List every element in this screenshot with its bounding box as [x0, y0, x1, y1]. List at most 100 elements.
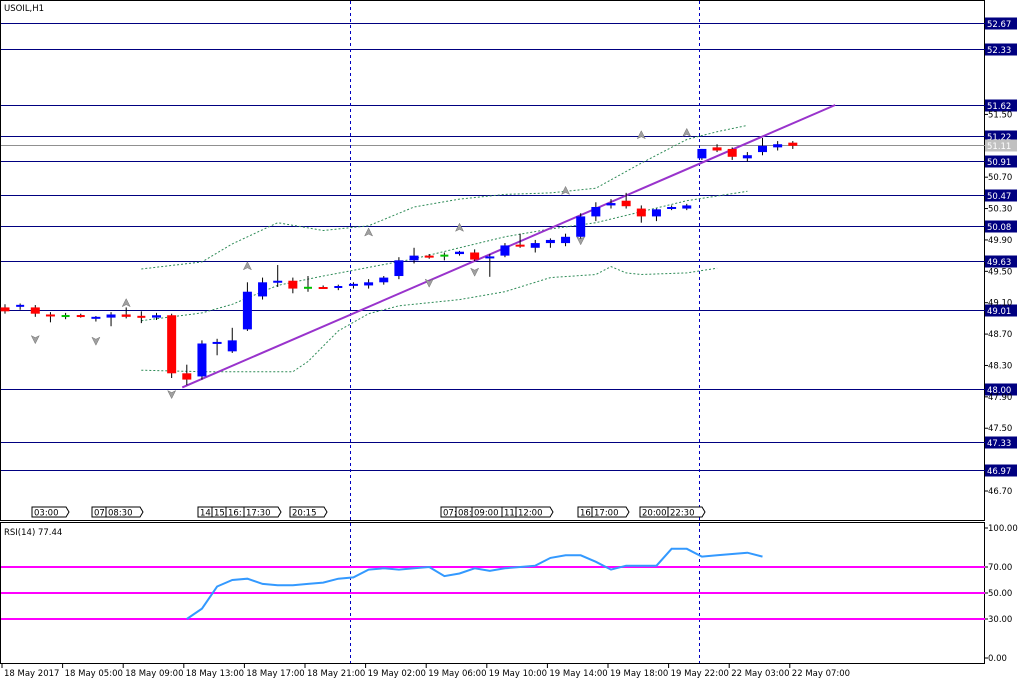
candle-body [106, 314, 116, 318]
fractal-arrows-group [30, 127, 692, 400]
fractal-down-arrow [470, 267, 480, 277]
candle-body [636, 208, 646, 217]
rsi-axis-tick-label: 70.00 [988, 563, 1012, 573]
candle [485, 254, 495, 277]
time-axis-label: 18 May 09:00 [125, 669, 183, 679]
time-marker-tag [591, 506, 630, 518]
candle-body [409, 255, 419, 261]
candle [152, 312, 161, 320]
rsi-indicator: 100.00 70.00 50.00 30.00 0.00 [1, 524, 1018, 664]
candle-body [394, 260, 404, 277]
candle [30, 305, 40, 317]
candle [409, 247, 419, 264]
candle-body [258, 282, 268, 297]
candle [0, 304, 10, 314]
price-axis-tick-label: 49.90 [988, 236, 1012, 246]
candle-body [91, 316, 101, 319]
candle [16, 303, 25, 310]
candle-body [591, 206, 601, 217]
candle-body [318, 287, 328, 290]
time-marker-label: 09:00 [474, 509, 499, 519]
rsi-axis-tick-label: 30.00 [988, 615, 1012, 625]
price-level-tag [985, 220, 1017, 233]
price-level-label: 49.63 [987, 258, 1011, 268]
price-level-tag [985, 99, 1017, 112]
candle [137, 311, 146, 324]
candle-body [788, 142, 798, 146]
candle [530, 239, 540, 253]
time-marker-label: 17:00 [594, 509, 619, 519]
fractal-up-arrow [454, 222, 465, 232]
fractal-down-arrow [167, 390, 177, 400]
candle [304, 276, 312, 292]
time-marker-label: 14: [200, 509, 214, 519]
time-marker-label: 15: [214, 509, 228, 519]
time-axis-label: 18 May 05:00 [65, 669, 123, 679]
price-level-label: 50.47 [987, 192, 1011, 202]
candle [258, 277, 268, 300]
candle [440, 252, 449, 261]
candle [121, 307, 131, 319]
candle-body [288, 280, 298, 289]
candle-body [545, 239, 555, 244]
candle [621, 192, 631, 209]
time-axis-label: 22 May 07:00 [792, 669, 850, 679]
candle-body [273, 280, 283, 283]
candle-body [242, 291, 252, 330]
candle [788, 141, 798, 149]
price-axis-tick-label: 49.10 [988, 299, 1012, 309]
candle [76, 313, 85, 318]
fractal-down-arrow [424, 278, 434, 288]
rsi-axis-tick-label: 0.00 [988, 654, 1007, 664]
time-marker-label: 12:00 [518, 509, 543, 519]
time-marker-tag [515, 506, 554, 518]
current-price-label: 51.11 [987, 142, 1011, 152]
candle-body [167, 315, 177, 374]
price-level-label: 51.62 [987, 102, 1011, 112]
candle-body [576, 216, 586, 237]
fractal-down-arrow [30, 335, 40, 345]
candle [227, 327, 237, 353]
time-marker-label: 20:15 [292, 509, 317, 519]
price-level-lines [1, 23, 985, 471]
time-marker-tag [667, 506, 706, 518]
candle [591, 202, 601, 222]
fractal-up-arrow [682, 127, 692, 137]
price-axis-tick-label: 50.70 [988, 173, 1012, 183]
candle-body [45, 314, 55, 317]
price-level-label: 46.97 [987, 467, 1011, 477]
price-axis-tick-label: 47.50 [988, 424, 1012, 434]
candle [742, 152, 752, 162]
candle-body [697, 148, 707, 159]
price-axis-tick-label: 49.50 [988, 267, 1012, 277]
candle-body [30, 307, 40, 314]
candle-body [758, 145, 767, 153]
rsi-line [186, 547, 763, 620]
price-level-tag [985, 43, 1017, 56]
candle-body [651, 209, 661, 217]
price-level-tag [985, 304, 1017, 317]
price-level-tag [985, 383, 1017, 396]
price-axis-tick-label: 48.30 [988, 361, 1012, 371]
candle-body [621, 200, 631, 207]
candle [106, 312, 116, 327]
price-axis-tick-label: 50.30 [988, 205, 1012, 215]
time-marker-tag [289, 506, 328, 518]
candle [424, 254, 434, 259]
candle-body [379, 277, 389, 283]
candle [455, 250, 464, 256]
chart-title: USOIL,H1 [4, 4, 44, 14]
session-separator-lines [350, 1, 700, 663]
candle-body [712, 147, 722, 151]
candle [394, 257, 404, 280]
time-axis-label: 19 May 18:00 [610, 669, 668, 679]
candle-body [182, 373, 192, 380]
candle [348, 282, 358, 289]
candle [470, 249, 480, 262]
time-marker-label: 03:00 [34, 509, 59, 519]
time-marker-label: 16: [580, 509, 594, 519]
price-level-label: 52.33 [987, 46, 1011, 56]
candle [576, 213, 586, 240]
price-level-label: 51.22 [987, 133, 1011, 143]
